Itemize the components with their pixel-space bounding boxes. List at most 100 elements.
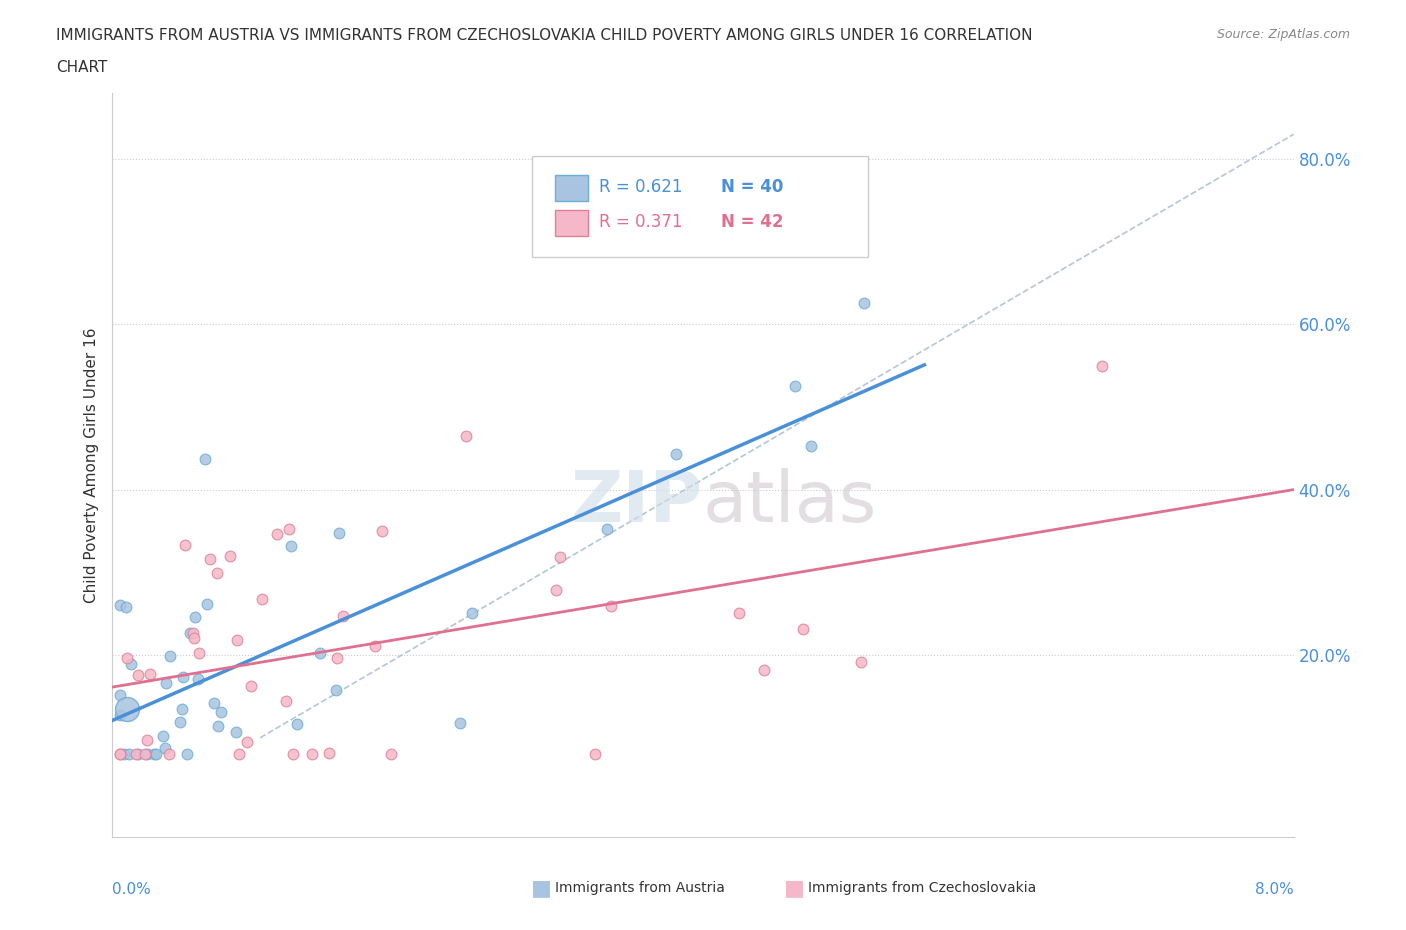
Text: Immigrants from Czechoslovakia: Immigrants from Czechoslovakia bbox=[808, 881, 1036, 896]
Point bbox=[187, 672, 209, 687]
Point bbox=[277, 522, 299, 537]
Point bbox=[181, 626, 204, 641]
Point bbox=[108, 747, 131, 762]
Point bbox=[204, 696, 226, 711]
Point bbox=[800, 439, 823, 454]
Point bbox=[285, 717, 308, 732]
Point bbox=[600, 598, 623, 613]
Point bbox=[852, 296, 875, 311]
Text: N = 42: N = 42 bbox=[721, 214, 783, 232]
Point bbox=[280, 538, 302, 553]
Text: CHART: CHART bbox=[56, 60, 108, 75]
Point bbox=[127, 747, 149, 762]
Point bbox=[752, 663, 775, 678]
Point bbox=[332, 608, 354, 623]
Text: ■: ■ bbox=[531, 878, 551, 898]
Point bbox=[792, 621, 814, 636]
Text: N = 40: N = 40 bbox=[721, 179, 783, 196]
Point bbox=[281, 747, 304, 762]
Point bbox=[225, 724, 247, 739]
Point bbox=[145, 747, 167, 762]
Point bbox=[454, 429, 477, 444]
Point bbox=[309, 645, 332, 660]
Point bbox=[157, 747, 180, 762]
Point bbox=[136, 732, 159, 747]
FancyBboxPatch shape bbox=[555, 210, 589, 236]
Point bbox=[172, 701, 194, 716]
Point bbox=[174, 538, 197, 553]
Point bbox=[108, 597, 131, 612]
Text: Immigrants from Austria: Immigrants from Austria bbox=[555, 881, 725, 896]
Point bbox=[727, 605, 749, 620]
Point bbox=[665, 446, 688, 461]
Point bbox=[544, 583, 567, 598]
Point bbox=[184, 610, 207, 625]
Point bbox=[108, 687, 131, 702]
Point bbox=[325, 683, 347, 698]
Point bbox=[117, 701, 138, 716]
Text: R = 0.371: R = 0.371 bbox=[599, 214, 682, 232]
Text: Source: ZipAtlas.com: Source: ZipAtlas.com bbox=[1216, 28, 1350, 41]
Point bbox=[195, 597, 218, 612]
Point bbox=[595, 521, 617, 536]
Point bbox=[851, 654, 873, 669]
Point bbox=[228, 747, 250, 762]
Text: 8.0%: 8.0% bbox=[1254, 883, 1294, 897]
Point bbox=[449, 715, 471, 730]
Text: atlas: atlas bbox=[703, 468, 877, 537]
Point bbox=[326, 650, 349, 665]
Point bbox=[115, 600, 138, 615]
FancyBboxPatch shape bbox=[555, 175, 589, 201]
Point bbox=[187, 645, 209, 660]
Point bbox=[301, 747, 323, 762]
Point bbox=[136, 747, 159, 762]
Point bbox=[371, 524, 394, 538]
Y-axis label: Child Poverty Among Girls Under 16: Child Poverty Among Girls Under 16 bbox=[83, 327, 98, 603]
Point bbox=[108, 747, 131, 762]
Text: R = 0.621: R = 0.621 bbox=[599, 179, 682, 196]
Point bbox=[225, 632, 247, 647]
Text: 0.0%: 0.0% bbox=[112, 883, 152, 897]
Point bbox=[461, 605, 484, 620]
Point bbox=[548, 550, 571, 565]
Point bbox=[198, 551, 221, 566]
Point bbox=[115, 650, 138, 665]
FancyBboxPatch shape bbox=[531, 156, 869, 257]
Point bbox=[179, 625, 201, 640]
Point bbox=[328, 525, 350, 540]
Point bbox=[276, 693, 298, 708]
Point bbox=[125, 747, 148, 762]
Point bbox=[207, 719, 229, 734]
Point bbox=[783, 379, 806, 393]
Text: ■: ■ bbox=[785, 878, 804, 898]
Point bbox=[139, 667, 162, 682]
Point bbox=[155, 740, 177, 755]
Point bbox=[583, 747, 606, 762]
Text: IMMIGRANTS FROM AUSTRIA VS IMMIGRANTS FROM CZECHOSLOVAKIA CHILD POVERTY AMONG GI: IMMIGRANTS FROM AUSTRIA VS IMMIGRANTS FR… bbox=[56, 28, 1033, 43]
Point bbox=[159, 648, 181, 663]
Point bbox=[236, 735, 259, 750]
Point bbox=[120, 657, 142, 671]
Point bbox=[1091, 358, 1114, 373]
Point bbox=[252, 591, 274, 606]
Point bbox=[207, 565, 229, 580]
Point bbox=[209, 705, 232, 720]
Point bbox=[176, 747, 198, 762]
Point bbox=[143, 747, 166, 762]
Point bbox=[172, 670, 194, 684]
Point bbox=[266, 526, 288, 541]
Point bbox=[112, 747, 135, 762]
Point bbox=[118, 747, 141, 762]
Point bbox=[127, 668, 149, 683]
Point bbox=[240, 678, 263, 693]
Point bbox=[219, 549, 242, 564]
Point bbox=[155, 675, 177, 690]
Point bbox=[183, 631, 205, 645]
Point bbox=[169, 714, 191, 729]
Point bbox=[134, 747, 156, 762]
Point bbox=[194, 451, 217, 466]
Point bbox=[364, 639, 387, 654]
Point bbox=[318, 746, 340, 761]
Text: ZIP: ZIP bbox=[571, 468, 703, 537]
Point bbox=[380, 747, 402, 762]
